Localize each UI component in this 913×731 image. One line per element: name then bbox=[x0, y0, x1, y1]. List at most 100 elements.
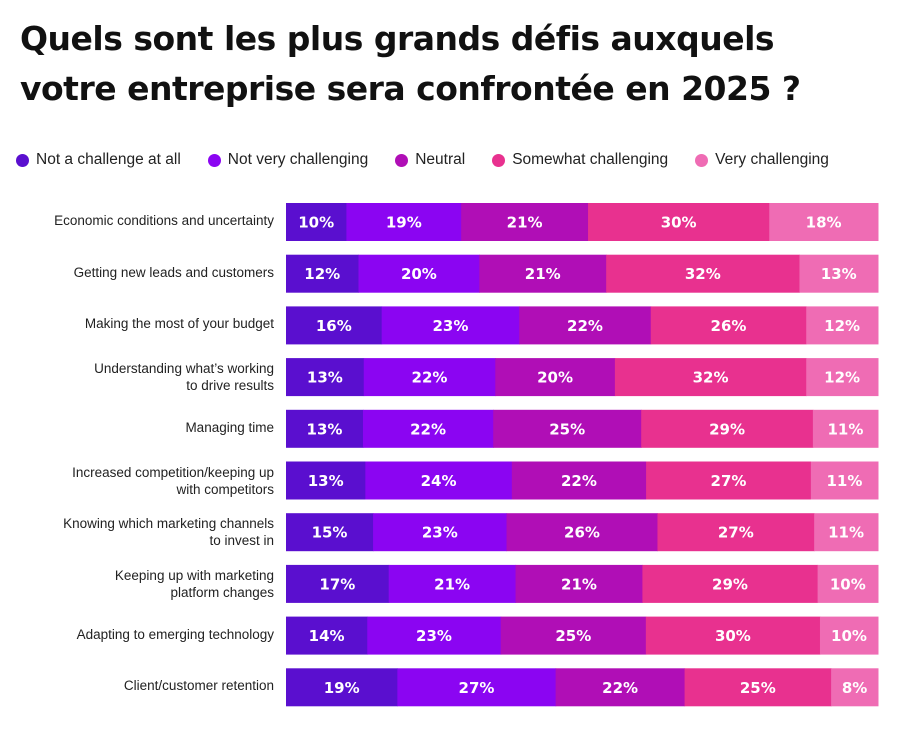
legend-item: Neutral bbox=[395, 151, 465, 169]
bar-segment bbox=[645, 616, 821, 655]
bar-segment bbox=[588, 203, 770, 241]
data-label: 22% bbox=[567, 317, 603, 335]
bar-segment bbox=[373, 513, 508, 552]
data-label: 27% bbox=[459, 679, 495, 697]
bar-segment bbox=[286, 306, 383, 345]
bar-segment bbox=[831, 668, 879, 707]
bar-segment bbox=[397, 668, 557, 707]
legend-swatch bbox=[395, 153, 409, 167]
bar-segment bbox=[614, 358, 807, 397]
data-label: 30% bbox=[661, 214, 697, 232]
data-label: 27% bbox=[711, 472, 747, 490]
row-label: Client/customer retention bbox=[123, 678, 274, 694]
bar-segment bbox=[358, 254, 480, 293]
bar-segment bbox=[461, 203, 589, 241]
data-label: 18% bbox=[806, 214, 842, 232]
data-label: 17% bbox=[319, 575, 355, 593]
legend-swatch bbox=[207, 153, 221, 167]
data-label: 13% bbox=[307, 420, 343, 438]
bar-segment bbox=[286, 616, 368, 655]
legend-label: Somewhat challenging bbox=[512, 151, 669, 168]
data-label: 16% bbox=[316, 317, 352, 335]
legend-swatch bbox=[16, 153, 29, 167]
data-label: 22% bbox=[561, 472, 597, 490]
title-line-2: votre entreprise sera confrontée en 2025… bbox=[20, 69, 801, 108]
row-label: Managing time bbox=[185, 419, 274, 435]
row-label: Increased competition/keeping up with com… bbox=[72, 464, 274, 497]
data-label: 30% bbox=[715, 627, 751, 645]
data-label: 14% bbox=[309, 627, 345, 645]
data-label: 8% bbox=[842, 679, 867, 697]
bar-segment bbox=[286, 513, 374, 552]
bar-segment bbox=[495, 358, 616, 397]
data-label: 29% bbox=[712, 575, 748, 593]
bar-segment bbox=[362, 409, 494, 448]
legend-item: Not very challenging bbox=[207, 151, 368, 169]
data-label: 21% bbox=[525, 265, 561, 283]
bar-segment bbox=[555, 668, 686, 707]
bar-segment bbox=[286, 203, 347, 241]
bar-segment bbox=[363, 358, 496, 397]
legend-label: Neutral bbox=[415, 151, 466, 168]
data-label: 10% bbox=[298, 214, 334, 232]
row-label: Adapting to emerging technology bbox=[76, 626, 274, 642]
bar-segment bbox=[769, 203, 879, 241]
row-label: Economic conditions and uncertainty bbox=[54, 213, 274, 228]
row-label: Making the most of your budget bbox=[84, 316, 274, 332]
legend-label: Not a challenge at all bbox=[36, 151, 181, 168]
data-label: 13% bbox=[821, 265, 857, 283]
bar-segment bbox=[657, 513, 815, 552]
chart-title: Quels sont les plus grands défis auxquel… bbox=[20, 14, 900, 114]
legend-item: Very challenging bbox=[695, 151, 829, 169]
bar-segment bbox=[812, 409, 879, 448]
data-label: 29% bbox=[709, 420, 745, 438]
bar-segment bbox=[381, 306, 520, 345]
bar-segment bbox=[365, 461, 513, 500]
data-label: 10% bbox=[831, 627, 867, 645]
data-label: 24% bbox=[421, 472, 457, 490]
data-label: 12% bbox=[824, 317, 860, 335]
legend-swatch bbox=[492, 153, 506, 167]
data-label: 20% bbox=[401, 265, 437, 283]
bar-segment bbox=[810, 461, 879, 500]
bar-segment bbox=[286, 564, 390, 603]
bar-segment bbox=[641, 409, 814, 448]
bar-segment bbox=[814, 513, 879, 552]
data-label: 32% bbox=[693, 369, 729, 387]
data-label: 23% bbox=[432, 317, 468, 335]
bar-segment bbox=[286, 409, 364, 448]
data-label: 26% bbox=[564, 524, 600, 542]
data-label: 21% bbox=[434, 575, 470, 593]
bar-segment bbox=[515, 564, 643, 603]
bar-segment bbox=[519, 306, 652, 345]
data-label: 25% bbox=[549, 420, 585, 438]
bar-segment bbox=[286, 461, 366, 500]
data-label: 21% bbox=[561, 575, 597, 593]
data-label: 11% bbox=[828, 524, 864, 542]
legend: Not a challenge at all Not very challengi… bbox=[16, 151, 856, 169]
data-label: 20% bbox=[537, 369, 573, 387]
bar-segment bbox=[506, 513, 658, 552]
legend-swatch bbox=[695, 153, 709, 167]
bar-segment bbox=[286, 358, 365, 397]
data-label: 26% bbox=[711, 317, 747, 335]
bar-segment bbox=[606, 254, 800, 293]
data-label: 22% bbox=[412, 369, 448, 387]
bar-segment bbox=[493, 409, 642, 448]
data-label: 19% bbox=[386, 214, 422, 232]
bar-segment bbox=[388, 564, 517, 603]
data-label: 13% bbox=[307, 369, 343, 387]
data-label: 25% bbox=[555, 627, 591, 645]
bar-segment bbox=[511, 461, 647, 500]
legend-item: Somewhat challenging bbox=[492, 151, 668, 169]
bar-segment bbox=[642, 564, 819, 603]
data-label: 25% bbox=[740, 679, 776, 697]
data-label: 21% bbox=[507, 214, 543, 232]
data-label: 11% bbox=[826, 472, 862, 490]
bar-segment bbox=[799, 254, 879, 293]
data-label: 11% bbox=[827, 420, 863, 438]
bar-segment bbox=[684, 668, 832, 707]
bar-segment bbox=[286, 254, 359, 293]
